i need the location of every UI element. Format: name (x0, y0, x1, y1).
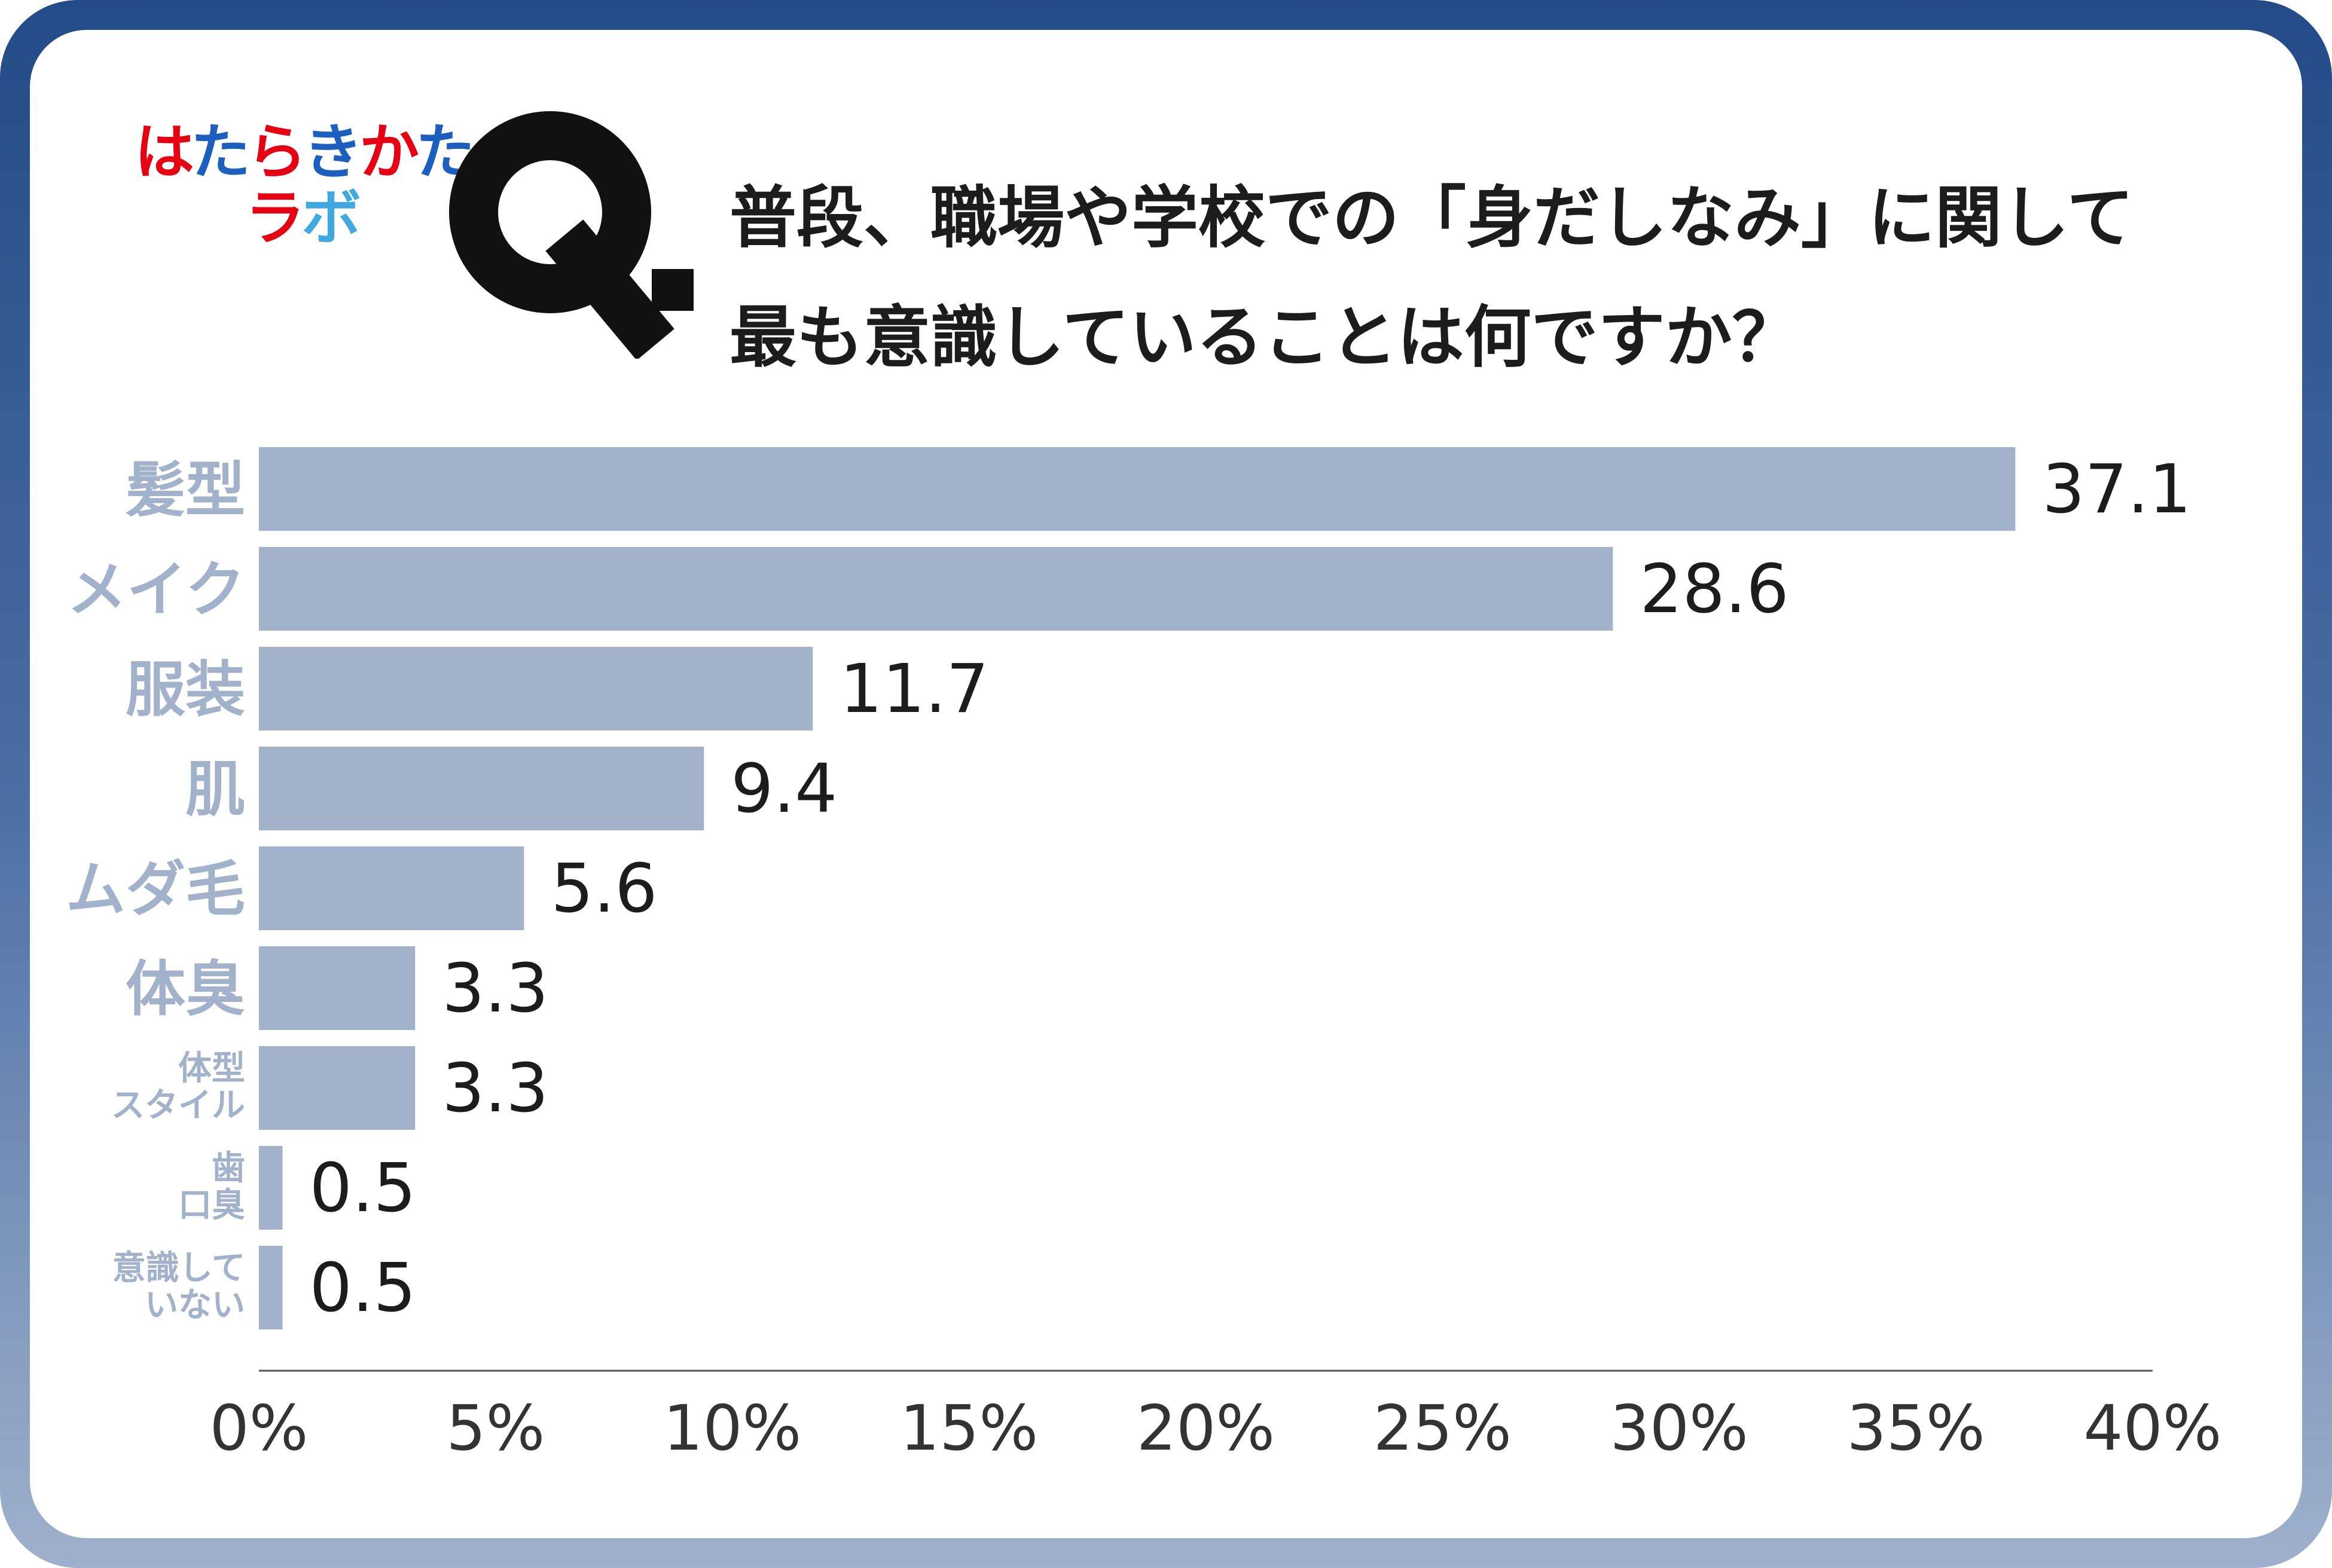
logo-char: き (303, 117, 363, 187)
bar-value-label: 0.5 (310, 1249, 416, 1327)
x-tick-label: 30% (1610, 1392, 1748, 1465)
x-tick-label: 25% (1373, 1392, 1512, 1465)
bar-value-label: 11.7 (840, 650, 988, 728)
bar-value-label: 37.1 (2042, 451, 2191, 528)
survey-question: 普段、職場や学校での「身だしなみ」に関して 最も意識していることは何ですか？ (729, 158, 2194, 398)
logo-char: ら (247, 117, 307, 187)
x-tick-label: 40% (2083, 1392, 2221, 1465)
bar-value-label: 5.6 (551, 850, 657, 928)
category-label-line: 口臭 (178, 1186, 245, 1225)
question-mark-q (449, 111, 694, 359)
bar (259, 946, 416, 1030)
x-tick-label: 35% (1847, 1392, 1985, 1465)
logo-char: か (359, 117, 419, 187)
question-line-1: 普段、職場や学校での「身だしなみ」に関して (729, 179, 2134, 257)
x-tick-label: 15% (900, 1392, 1038, 1465)
question-line-2: 最も意識していることは何ですか？ (729, 299, 1799, 377)
x-tick-label: 10% (663, 1392, 801, 1465)
hatarakikata-lab-logo: はたらきかた ラボ (135, 117, 475, 260)
bar-value-label: 9.4 (731, 750, 837, 828)
x-tick-label: 5% (446, 1392, 545, 1465)
logo-char: ラ (245, 183, 305, 253)
bar (259, 1146, 283, 1230)
category-label-line: 歯 (212, 1149, 245, 1188)
logo-char: た (191, 117, 251, 187)
category-label: 肌 (185, 754, 245, 824)
logo-char: ボ (301, 183, 361, 253)
logo-char: は (135, 117, 194, 187)
category-label: メイク (67, 555, 245, 625)
bar (259, 1246, 283, 1329)
category-label: 髪型 (126, 455, 245, 525)
category-label-line: スタイル (111, 1086, 245, 1125)
x-tick-label: 20% (1137, 1392, 1275, 1465)
bar (259, 747, 704, 830)
category-label: 服装 (126, 655, 245, 725)
bar (259, 447, 2016, 531)
category-label: ムダ毛 (66, 854, 245, 924)
bar (259, 547, 1613, 631)
bar-value-label: 3.3 (442, 1050, 548, 1127)
bar (259, 1046, 416, 1130)
bar-value-label: 0.5 (310, 1150, 416, 1227)
category-label-line: 体型 (178, 1049, 245, 1088)
bar-value-label: 3.3 (442, 950, 548, 1028)
bar-value-label: 28.6 (1640, 551, 1788, 628)
category-label-line: いない (145, 1286, 245, 1325)
x-tick-label: 0% (210, 1392, 309, 1465)
category-label: 体臭 (126, 954, 245, 1024)
bar (259, 846, 524, 930)
logo-line-2: ラボ (245, 183, 361, 253)
bar (259, 647, 813, 730)
logo-line-1: はたらきかた (135, 117, 475, 187)
category-label-line: 意識して (112, 1249, 245, 1288)
